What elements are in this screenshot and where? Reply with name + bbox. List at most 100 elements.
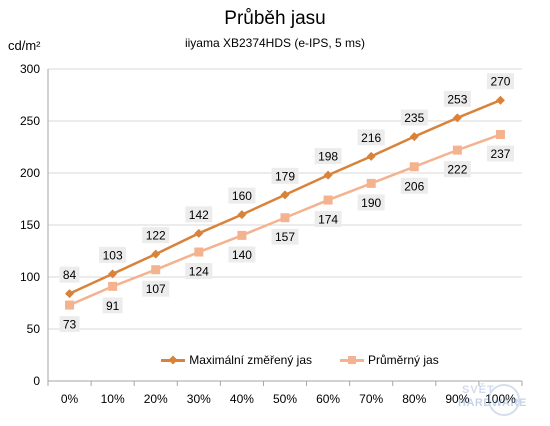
y-tick-label: 250: [20, 114, 40, 128]
data-point: [495, 95, 505, 105]
legend-item-max: Maximální změřený jas: [161, 353, 312, 367]
data-point: [237, 230, 247, 240]
x-tick-label: 70%: [359, 392, 383, 406]
chart-title: Průběh jasu: [224, 8, 326, 29]
data-label-bg: [228, 187, 256, 204]
data-label-bg: [314, 148, 342, 165]
x-tick-label: 20%: [144, 392, 168, 406]
data-label-bg: [400, 177, 428, 194]
data-label-bg: [185, 206, 213, 223]
watermark-logo: SVĚT HARDWARE: [452, 378, 542, 418]
x-tick-label: 10%: [101, 392, 125, 406]
data-point: [151, 249, 161, 259]
data-label: 84: [63, 268, 77, 282]
data-label: 160: [232, 189, 252, 203]
data-point: [108, 281, 118, 291]
x-tick-label: 0%: [61, 392, 79, 406]
legend-swatch-avg: [340, 355, 364, 364]
diamond-marker-icon: [168, 354, 178, 365]
y-axis-label: cd/m²: [8, 38, 41, 53]
data-label-bg: [142, 227, 170, 244]
legend-swatch-max: [161, 354, 186, 365]
data-point: [452, 113, 462, 123]
data-label: 253: [447, 92, 467, 106]
data-point: [452, 145, 462, 155]
data-label: 206: [404, 179, 424, 193]
data-label: 190: [361, 196, 381, 210]
y-tick-label: 50: [27, 322, 41, 336]
data-label-bg: [99, 246, 127, 263]
data-label-bg: [486, 73, 514, 90]
x-tick-label: 80%: [402, 392, 426, 406]
data-point: [495, 130, 505, 140]
watermark-line1: SVĚT: [462, 384, 495, 396]
data-label: 270: [490, 75, 510, 89]
data-label-bg: [271, 167, 299, 184]
data-point: [65, 300, 75, 310]
data-label: 103: [103, 248, 123, 262]
x-tick-label: 50%: [273, 392, 297, 406]
data-label: 140: [232, 248, 252, 262]
watermark-line2: HARDWARE: [458, 397, 527, 409]
data-label: 91: [106, 299, 120, 313]
data-point: [237, 210, 247, 220]
data-label: 235: [404, 111, 424, 125]
data-label-bg: [102, 297, 123, 314]
data-point: [280, 190, 290, 200]
data-label: 122: [146, 229, 166, 243]
data-label: 142: [189, 208, 209, 222]
data-label-bg: [59, 266, 80, 283]
data-label: 222: [447, 163, 467, 177]
square-marker-icon: [348, 355, 356, 364]
data-point: [366, 178, 376, 188]
data-point: [280, 213, 290, 223]
data-point: [323, 170, 333, 180]
data-label-bg: [357, 194, 385, 211]
data-label: 237: [490, 147, 510, 161]
chart-subtitle: iiyama XB2374HDS (e-IPS, 5 ms): [184, 36, 366, 50]
data-point: [65, 289, 75, 299]
data-label-bg: [357, 129, 385, 146]
data-label: 216: [361, 131, 381, 145]
data-point: [108, 269, 118, 279]
y-tick-label: 100: [20, 270, 40, 284]
data-point: [323, 195, 333, 205]
data-label: 157: [275, 230, 295, 244]
data-point: [194, 228, 204, 238]
data-label-bg: [271, 228, 299, 245]
data-label-bg: [443, 90, 471, 107]
data-label: 179: [275, 169, 295, 183]
x-tick-label: 30%: [187, 392, 211, 406]
axes: 0 50 100 150 200 250 300 0% 10% 20% 30% 40% 50% 60% 70…: [20, 62, 523, 406]
data-label: 107: [146, 282, 166, 296]
series: [65, 95, 505, 310]
x-tick-label: 60%: [316, 392, 340, 406]
data-point: [194, 247, 204, 257]
data-label-bg: [185, 263, 213, 280]
data-label-bg: [400, 109, 428, 126]
data-label-bg: [142, 280, 170, 297]
legend-item-avg: Průměrný jas: [340, 353, 439, 367]
data-labels: 84 103 122 142 160 179 198 216 235 253 270 73 91 107 1…: [59, 73, 514, 333]
x-tick-label: 90%: [445, 392, 469, 406]
y-tick-label: 300: [20, 62, 40, 76]
data-label-bg: [443, 161, 471, 178]
y-tick-label: 150: [20, 218, 40, 232]
data-label-bg: [228, 246, 256, 263]
data-label-bg: [486, 145, 514, 162]
data-point: [409, 132, 419, 142]
legend: Maximální změřený jas Průměrný jas: [150, 350, 450, 370]
x-tick-label: 40%: [230, 392, 254, 406]
legend-label-max: Maximální změřený jas: [189, 353, 312, 367]
globe-icon: [488, 384, 520, 416]
data-point: [366, 151, 376, 161]
data-label: 174: [318, 213, 338, 227]
data-label: 73: [63, 318, 77, 332]
data-label-bg: [59, 316, 80, 333]
data-point: [151, 265, 161, 275]
legend-label-avg: Průměrný jas: [368, 353, 439, 367]
y-tick-label: 200: [20, 166, 40, 180]
y-tick-label: 0: [33, 374, 40, 388]
